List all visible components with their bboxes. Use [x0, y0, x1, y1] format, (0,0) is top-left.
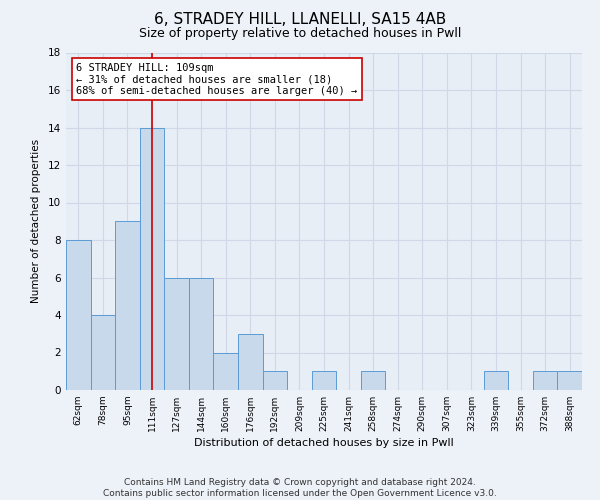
- Bar: [214, 352, 238, 390]
- Bar: [164, 278, 189, 390]
- Text: Contains HM Land Registry data © Crown copyright and database right 2024.
Contai: Contains HM Land Registry data © Crown c…: [103, 478, 497, 498]
- Y-axis label: Number of detached properties: Number of detached properties: [31, 139, 41, 304]
- Bar: [557, 371, 582, 390]
- Bar: [484, 371, 508, 390]
- Bar: [263, 371, 287, 390]
- Text: 6 STRADEY HILL: 109sqm
← 31% of detached houses are smaller (18)
68% of semi-det: 6 STRADEY HILL: 109sqm ← 31% of detached…: [76, 62, 358, 96]
- Bar: [361, 371, 385, 390]
- Text: Size of property relative to detached houses in Pwll: Size of property relative to detached ho…: [139, 28, 461, 40]
- Bar: [140, 128, 164, 390]
- Bar: [91, 315, 115, 390]
- Bar: [312, 371, 336, 390]
- Bar: [533, 371, 557, 390]
- Bar: [189, 278, 214, 390]
- X-axis label: Distribution of detached houses by size in Pwll: Distribution of detached houses by size …: [194, 438, 454, 448]
- Bar: [238, 334, 263, 390]
- Text: 6, STRADEY HILL, LLANELLI, SA15 4AB: 6, STRADEY HILL, LLANELLI, SA15 4AB: [154, 12, 446, 28]
- Bar: [66, 240, 91, 390]
- Bar: [115, 221, 140, 390]
